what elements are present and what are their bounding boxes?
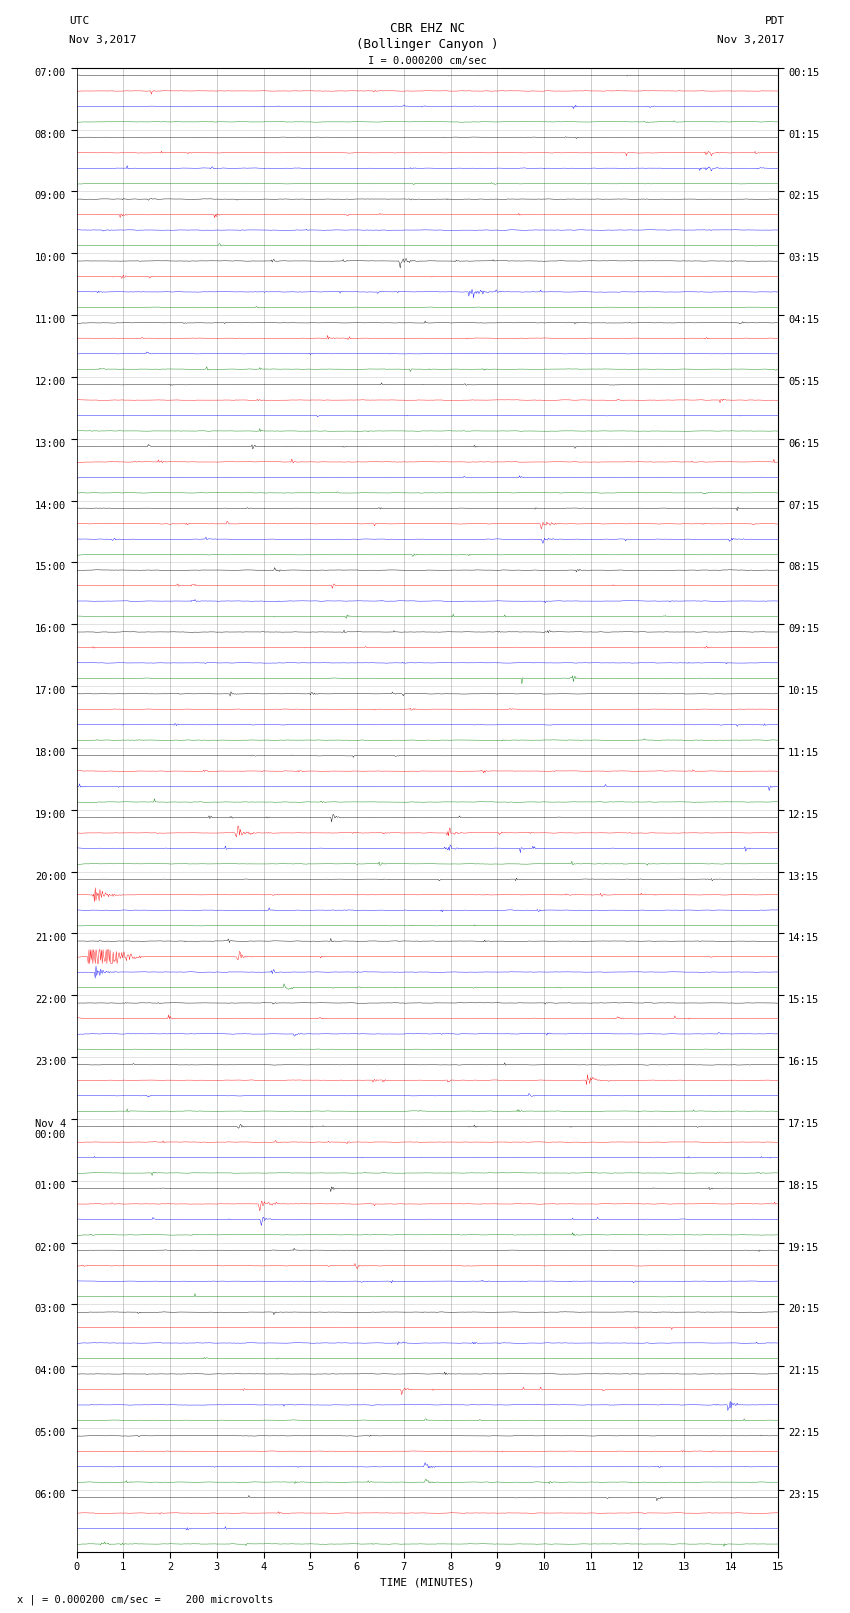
X-axis label: TIME (MINUTES): TIME (MINUTES): [380, 1578, 474, 1587]
Text: x | = 0.000200 cm/sec =    200 microvolts: x | = 0.000200 cm/sec = 200 microvolts: [17, 1594, 273, 1605]
Text: Nov 3,2017: Nov 3,2017: [70, 35, 137, 45]
Text: UTC: UTC: [70, 16, 90, 26]
Text: Nov 3,2017: Nov 3,2017: [717, 35, 785, 45]
Text: CBR EHZ NC: CBR EHZ NC: [389, 23, 465, 35]
Text: (Bollinger Canyon ): (Bollinger Canyon ): [356, 39, 498, 52]
Text: I = 0.000200 cm/sec: I = 0.000200 cm/sec: [368, 56, 486, 66]
Text: PDT: PDT: [764, 16, 785, 26]
